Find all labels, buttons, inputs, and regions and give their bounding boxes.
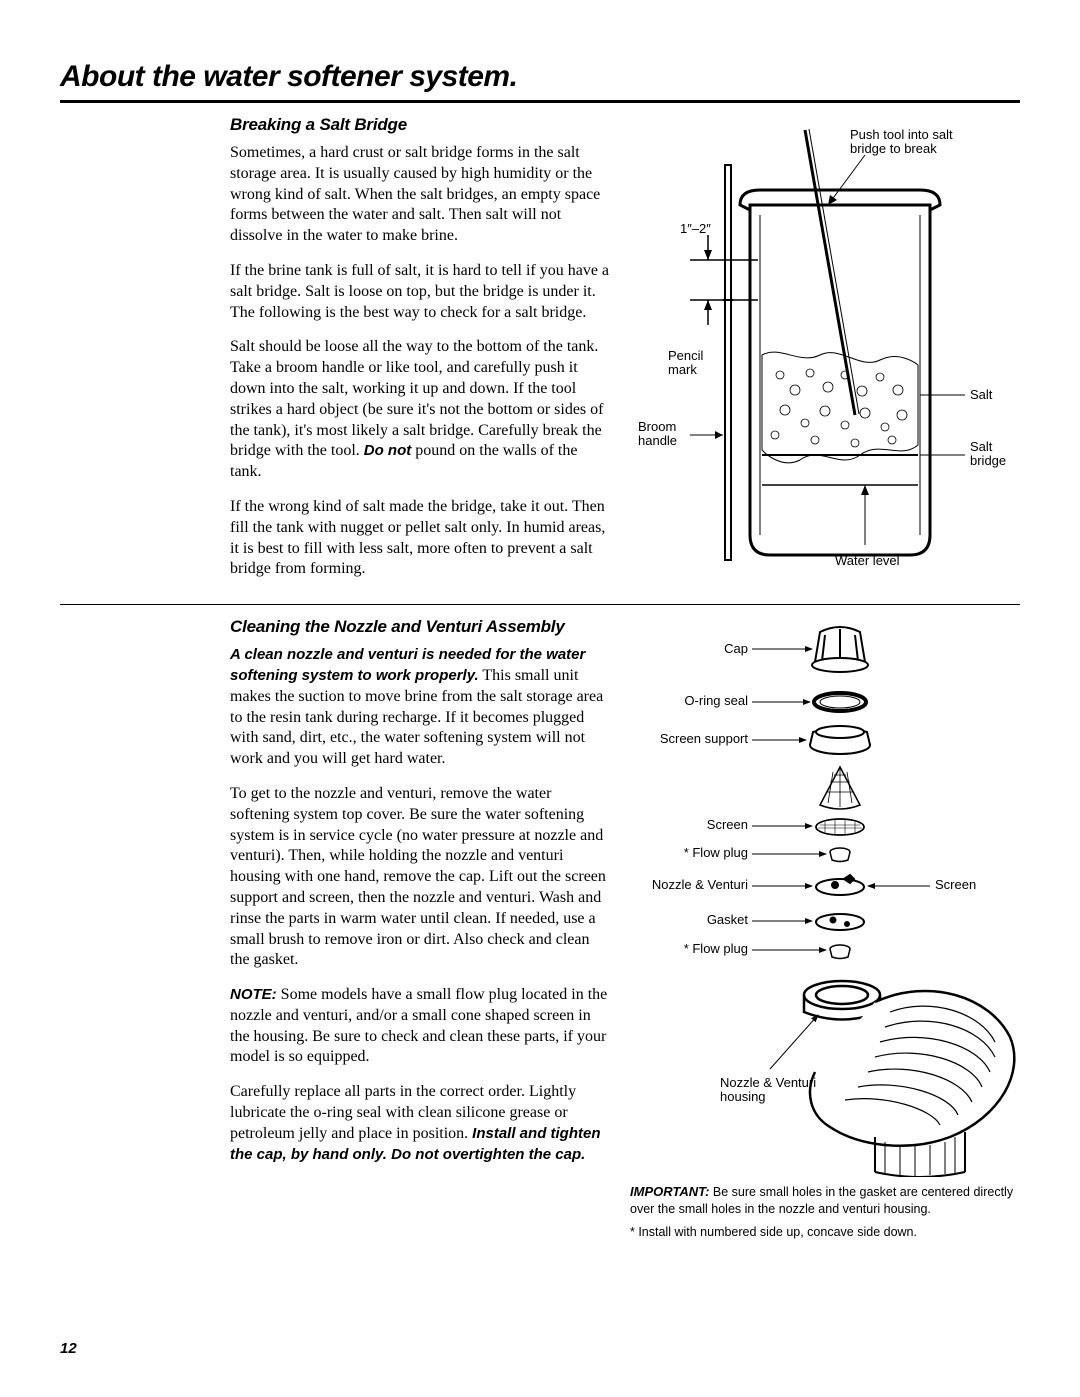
s1-p2: If the brine tank is full of salt, it is… xyxy=(230,261,610,323)
svg-text:Gasket: Gasket xyxy=(707,912,749,927)
s2-p1: A clean nozzle and venturi is needed for… xyxy=(230,645,610,770)
diagram-nozzle-venturi: Cap O-ring seal Screen support Screen * … xyxy=(630,617,1030,1241)
s2-p3: NOTE: Some models have a small flow plug… xyxy=(230,985,610,1068)
svg-text:Screen: Screen xyxy=(935,877,976,892)
svg-text:Cap: Cap xyxy=(724,641,748,656)
svg-text:Water level: Water level xyxy=(835,553,900,568)
heading-nozzle: Cleaning the Nozzle and Venturi Assembly xyxy=(230,617,610,637)
svg-text:1″–2″: 1″–2″ xyxy=(680,221,711,236)
svg-text:Saltbridge: Saltbridge xyxy=(970,439,1006,468)
s1-p1: Sometimes, a hard crust or salt bridge f… xyxy=(230,143,610,247)
footnote-important: IMPORTANT: Be sure small holes in the ga… xyxy=(630,1183,1030,1218)
svg-text:Broomhandle: Broomhandle xyxy=(638,419,677,448)
heading-salt-bridge: Breaking a Salt Bridge xyxy=(230,115,610,135)
svg-text:* Flow plug: * Flow plug xyxy=(684,941,748,956)
s2-p4: Carefully replace all parts in the corre… xyxy=(230,1082,610,1165)
s1-p3: Salt should be loose all the way to the … xyxy=(230,337,610,483)
page-title: About the water softener system. xyxy=(60,60,1020,103)
section-salt-bridge: Breaking a Salt Bridge Sometimes, a hard… xyxy=(60,115,1020,594)
s1-p4: If the wrong kind of salt made the bridg… xyxy=(230,497,610,580)
svg-text:Nozzle & Venturihousing: Nozzle & Venturihousing xyxy=(720,1075,816,1104)
lbl-push-tool: Push tool into saltbridge to break xyxy=(850,127,953,156)
svg-text:Screen: Screen xyxy=(707,817,748,832)
section-nozzle-venturi: Cleaning the Nozzle and Venturi Assembly… xyxy=(60,617,1020,1241)
page-number: 12 xyxy=(60,1340,77,1357)
svg-text:Salt: Salt xyxy=(970,387,993,402)
svg-text:Nozzle & Venturi: Nozzle & Venturi xyxy=(652,877,748,892)
s2-p2: To get to the nozzle and venturi, remove… xyxy=(230,784,610,971)
svg-text:Pencilmark: Pencilmark xyxy=(668,348,704,377)
svg-text:* Flow plug: * Flow plug xyxy=(684,845,748,860)
footnote-install: * Install with numbered side up, concave… xyxy=(630,1224,1030,1241)
svg-text:O-ring seal: O-ring seal xyxy=(684,693,748,708)
svg-text:Screen support: Screen support xyxy=(660,731,749,746)
diagram-salt-bridge: Push tool into saltbridge to break 1″–2″… xyxy=(630,115,1020,594)
section-divider xyxy=(60,604,1020,605)
